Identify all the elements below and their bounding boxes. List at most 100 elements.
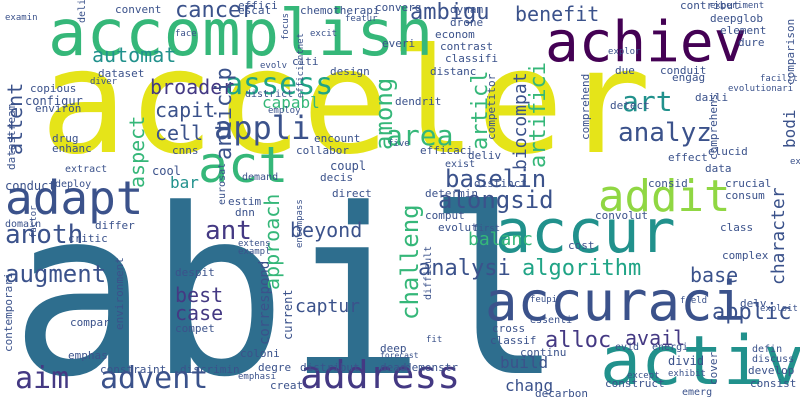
word-cover: cover bbox=[707, 351, 720, 385]
word-current: current bbox=[281, 289, 295, 340]
word-applic: applic bbox=[712, 300, 792, 325]
word-engag: engag bbox=[672, 71, 706, 84]
word-continu: continu bbox=[520, 346, 567, 359]
word-effici: effici bbox=[238, 0, 278, 12]
word-artifici: artifici bbox=[526, 62, 551, 168]
word-deliveri: deliveri bbox=[77, 0, 88, 23]
word-abil: abil bbox=[10, 161, 564, 400]
word-distribut: distribut bbox=[300, 361, 360, 374]
word-act: act bbox=[198, 136, 289, 194]
word-emerg: emerg bbox=[682, 387, 713, 398]
word-challeng: challeng bbox=[396, 204, 424, 320]
word-daili: daili bbox=[695, 91, 729, 104]
word-achiev: achiev bbox=[545, 10, 748, 75]
word-domain: domain bbox=[5, 219, 42, 230]
word-consid: consid bbox=[648, 177, 688, 190]
word-exampl: exampl bbox=[238, 247, 271, 257]
word-encount: encount bbox=[314, 132, 361, 145]
word-demand: demand bbox=[242, 172, 279, 183]
word-art: art bbox=[622, 85, 673, 118]
word-exhibit: exhibit bbox=[668, 369, 706, 379]
word-excel: excel bbox=[790, 157, 800, 167]
word-consist: consist bbox=[750, 377, 797, 390]
word-convent: convent bbox=[115, 3, 162, 16]
word-design: design bbox=[330, 65, 370, 78]
word-district: district bbox=[245, 89, 294, 100]
word-accuraci: accuraci bbox=[485, 270, 746, 333]
word-appli: appli bbox=[214, 109, 311, 147]
word-facilit: facilit bbox=[760, 74, 798, 84]
word-field: field bbox=[680, 296, 708, 306]
word-estim: estim bbox=[228, 195, 262, 208]
word-essenti: essenti bbox=[530, 315, 573, 326]
word-area: area bbox=[386, 119, 454, 152]
word-analysi: analysi bbox=[418, 256, 511, 281]
word-compar: compar bbox=[70, 316, 110, 329]
word-classifi: classifi bbox=[445, 52, 498, 65]
word-configur: configur bbox=[25, 94, 83, 108]
word-address: address bbox=[300, 353, 461, 397]
word-best: best bbox=[175, 283, 224, 307]
word-econom: econom bbox=[435, 28, 475, 41]
word-five: five bbox=[388, 139, 410, 149]
word-compet: compet bbox=[175, 322, 215, 335]
word-adapt: adapt bbox=[5, 171, 144, 225]
word-crucial: crucial bbox=[725, 177, 772, 190]
word-assess: assess bbox=[225, 67, 334, 102]
word-explor: explor bbox=[608, 47, 641, 57]
word-evolutionari: evolutionari bbox=[728, 84, 794, 94]
word-evolut: evolut bbox=[438, 221, 478, 234]
word-balanc: balanc bbox=[468, 229, 534, 250]
word-evolv: evolv bbox=[260, 61, 288, 71]
word-cross: cross bbox=[492, 322, 526, 335]
word-algorithm: algorithm bbox=[522, 256, 642, 281]
word-data: data bbox=[705, 162, 732, 175]
word-extract: extract bbox=[65, 164, 108, 175]
word-exist: exist bbox=[445, 159, 476, 170]
word-direct: direct bbox=[332, 187, 372, 200]
word-citi: citi bbox=[292, 55, 319, 68]
word-dataset: dataset bbox=[98, 67, 145, 80]
word-discuss: discuss bbox=[752, 354, 795, 365]
word-decarbon: decarbon bbox=[535, 387, 588, 400]
word-analyz: analyz bbox=[618, 118, 712, 148]
word-feupi: feupi bbox=[530, 295, 558, 305]
word-extens: extens bbox=[238, 239, 271, 249]
word-energi: energi bbox=[652, 342, 689, 353]
word-cool: cool bbox=[152, 164, 181, 178]
word-deliv: deliv bbox=[468, 149, 502, 162]
word-first: first bbox=[473, 224, 501, 234]
word-character: character bbox=[768, 187, 789, 285]
word-classif: classif bbox=[490, 334, 537, 347]
word-anoth: anoth bbox=[5, 220, 84, 250]
word-defin: defin bbox=[752, 344, 783, 355]
word-everi: everi bbox=[382, 37, 416, 50]
word-despit: despit bbox=[175, 266, 215, 279]
word-examin: examin bbox=[5, 13, 38, 23]
word-capabl: capabl bbox=[262, 93, 320, 112]
word-copious: copious bbox=[30, 82, 77, 95]
word-deploy: deploy bbox=[55, 179, 92, 190]
word-alongsid: alongsid bbox=[438, 186, 554, 214]
word-convolut: convolut bbox=[595, 209, 648, 222]
word-decis: decis bbox=[320, 171, 354, 184]
word-addit: addit bbox=[598, 171, 731, 222]
word-constraint: constraint bbox=[100, 363, 167, 376]
word-baselin: baselin bbox=[445, 165, 547, 193]
word-benefit: benefit bbox=[515, 2, 600, 26]
word-discrimin: discrimin bbox=[180, 363, 240, 376]
word-capit: capit bbox=[155, 98, 216, 122]
word-detect: detect bbox=[610, 99, 650, 112]
word-emphas: emphas bbox=[68, 349, 108, 362]
word-anticip: anticip bbox=[212, 67, 237, 160]
word-base: base bbox=[690, 263, 739, 287]
word-forecast: forecast bbox=[380, 351, 419, 360]
word-bodi: bodi bbox=[780, 109, 799, 148]
word-augment: augment bbox=[5, 260, 107, 288]
word-dnn: dnn bbox=[235, 206, 255, 219]
word-focus: focus bbox=[281, 12, 291, 40]
word-competitor: competitor bbox=[485, 73, 498, 140]
word-elucid: elucid bbox=[708, 145, 748, 158]
word-advent: advent bbox=[100, 361, 209, 396]
